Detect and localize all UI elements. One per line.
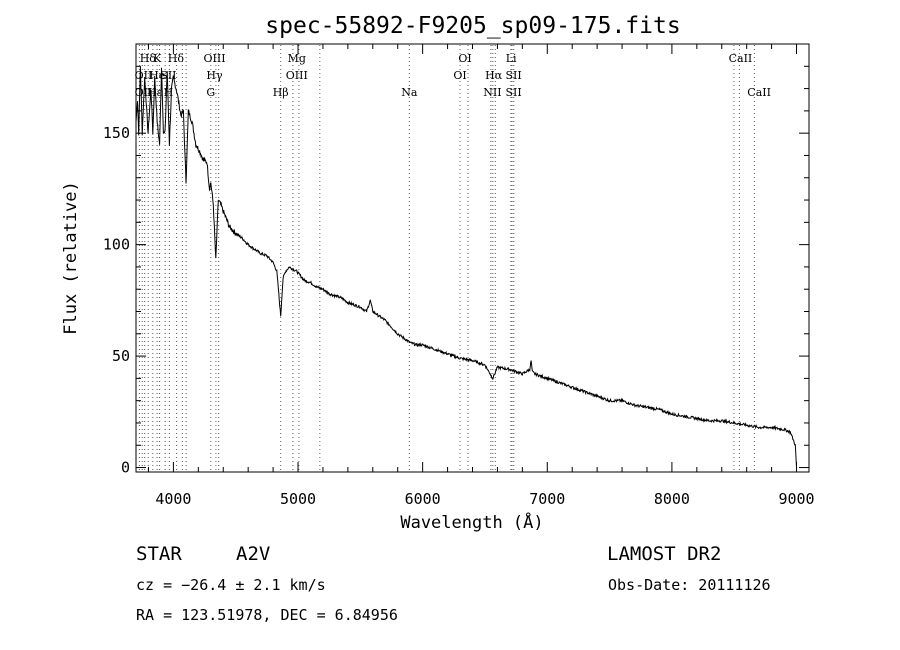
chart-title: spec-55892-F9205_sp09-175.fits bbox=[265, 13, 680, 39]
x-tick-label: 4000 bbox=[155, 490, 191, 508]
spectral-line-label: Hβ bbox=[273, 86, 289, 99]
spectral-line-markers bbox=[138, 45, 755, 471]
spectral-line-label: Hδ bbox=[140, 52, 157, 65]
spectral-line-label: G bbox=[206, 86, 215, 99]
ra-dec-coordinates: RA = 123.51978, DEC = 6.84956 bbox=[136, 606, 398, 624]
observation-date: Obs-Date: 20111126 bbox=[608, 576, 771, 594]
spectral-line-label: Hε bbox=[147, 86, 163, 99]
spectral-line-label: Mg bbox=[288, 52, 306, 65]
spectral-line-label: OII bbox=[135, 86, 153, 99]
spectral-line-label: NII bbox=[483, 86, 501, 99]
y-tick-label: 100 bbox=[103, 236, 130, 254]
object-type: STAR bbox=[136, 543, 182, 565]
spectral-line-label: Na bbox=[401, 86, 418, 99]
x-tick-label: 8000 bbox=[654, 490, 690, 508]
spectral-line-label: SII bbox=[506, 69, 522, 82]
spectral-line-label: OII bbox=[135, 69, 153, 82]
spectral-line-label: OIII bbox=[203, 52, 225, 65]
spectral-line-label: Hα bbox=[485, 69, 503, 82]
spectral-line-label: K bbox=[153, 52, 162, 65]
spectral-subclass: A2V bbox=[236, 543, 270, 565]
spectral-line-label: Hδ bbox=[168, 52, 185, 65]
x-tick-label: 6000 bbox=[405, 490, 441, 508]
y-tick-label: 150 bbox=[103, 124, 130, 142]
spectral-line-label: Hγ bbox=[206, 69, 223, 82]
spectral-line-label: OI bbox=[453, 69, 466, 82]
x-tick-label: 9000 bbox=[778, 490, 814, 508]
redshift-cz: cz = −26.4 ± 2.1 km/s bbox=[136, 576, 326, 594]
spectral-line-label: He bbox=[149, 69, 165, 82]
spectral-line-label: Li bbox=[506, 52, 517, 65]
plot-frame bbox=[135, 43, 810, 473]
spectral-line-label: OIII bbox=[286, 69, 308, 82]
x-tick-label: 7000 bbox=[529, 490, 565, 508]
axis-ticks: 4000 5000 6000 7000 8000 9000 0 50 100 150 bbox=[103, 44, 815, 508]
survey-name: LAMOST DR2 bbox=[607, 543, 721, 565]
y-axis-label: Flux (relative) bbox=[61, 181, 81, 335]
x-tick-label: 5000 bbox=[280, 490, 316, 508]
spectrum-line bbox=[135, 66, 797, 468]
spectral-line-label: H bbox=[164, 86, 174, 99]
spectrum-curve-layer bbox=[135, 66, 797, 468]
spectral-line-label: SII bbox=[160, 69, 176, 82]
y-tick-label: 0 bbox=[121, 459, 130, 477]
spectral-line-label: SII bbox=[506, 86, 522, 99]
spectral-line-label: CaII bbox=[729, 52, 753, 65]
spectral-line-label: OI bbox=[458, 52, 471, 65]
x-axis-label: Wavelength (Å) bbox=[400, 511, 543, 533]
spectral-line-label: CaII bbox=[747, 86, 771, 99]
y-tick-label: 50 bbox=[112, 347, 130, 365]
